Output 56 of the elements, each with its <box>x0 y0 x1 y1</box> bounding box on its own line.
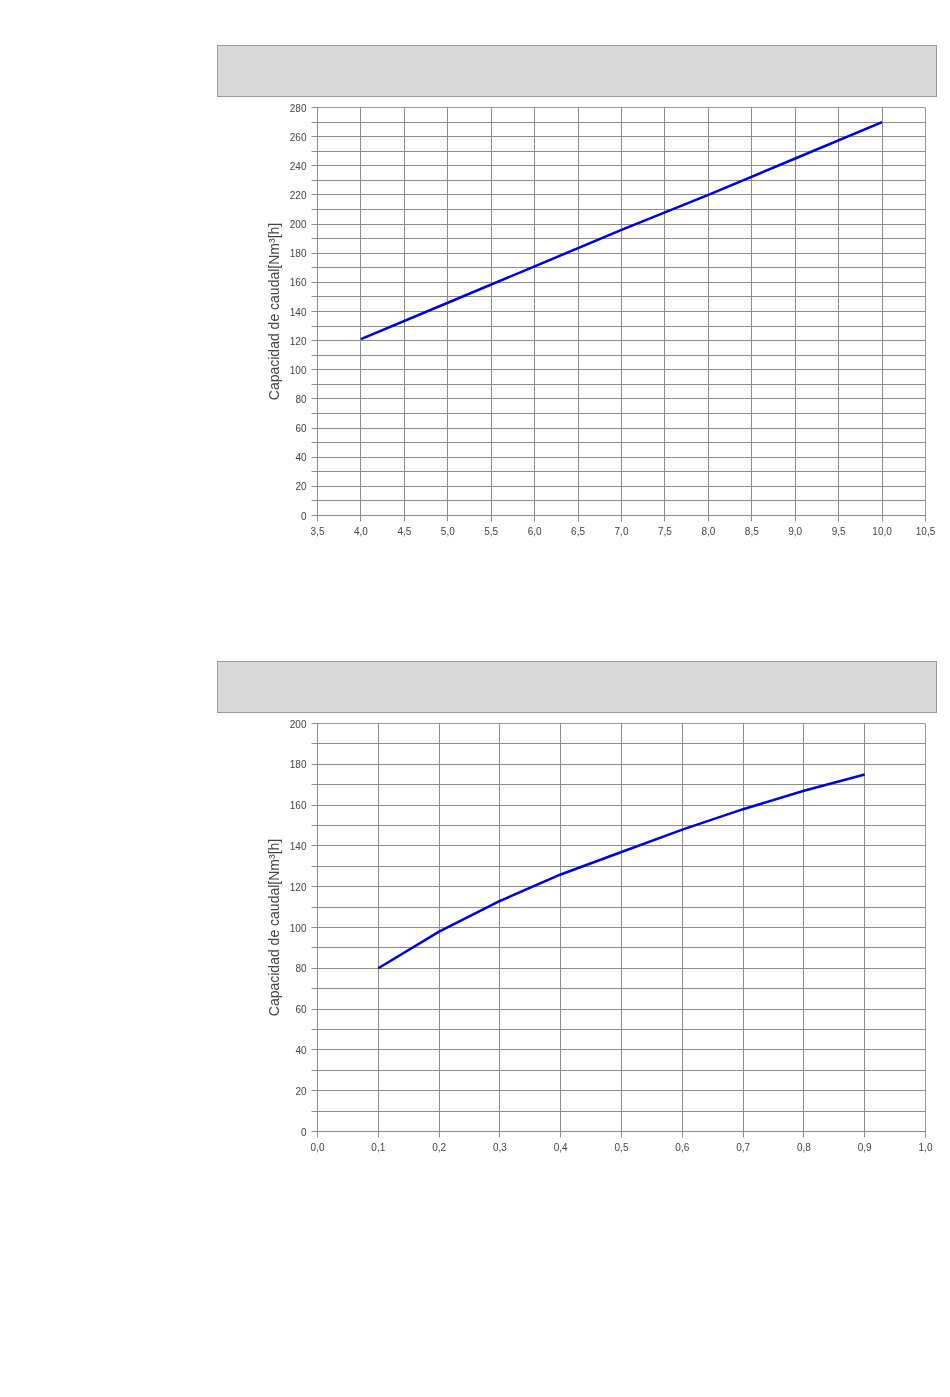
y-tick-label: 160 <box>289 277 307 289</box>
x-tick-label: 0,8 <box>796 1141 812 1153</box>
y-tick-label: 140 <box>289 306 307 318</box>
x-tick-label: 0,2 <box>432 1141 447 1153</box>
y-tick-label: 120 <box>289 335 307 347</box>
x-tick-label: 0,6 <box>675 1141 690 1153</box>
x-tick-label: 0,5 <box>614 1141 629 1153</box>
x-tick-label: 10,0 <box>872 525 893 537</box>
y-tick-label: 120 <box>289 881 307 893</box>
y-tick-label: 160 <box>289 800 307 812</box>
y-axis-title: Capacidad de caudal[Nm³[h] <box>265 222 282 401</box>
x-tick-label: 0,7 <box>736 1141 751 1153</box>
x-tick-label: 1,0 <box>918 1141 933 1153</box>
y-tick-label: 0 <box>300 1126 307 1138</box>
y-axis-title: Capacidad de caudal[Nm³[h] <box>265 838 282 1017</box>
x-tick-label: 5,5 <box>484 525 499 537</box>
x-tick-label: 0,4 <box>553 1141 569 1153</box>
y-tick-label: 100 <box>289 922 307 934</box>
y-tick-label: 220 <box>289 189 307 201</box>
x-tick-label: 7,0 <box>614 525 629 537</box>
line-series <box>359 120 884 341</box>
x-tick-label: 0,0 <box>310 1141 325 1153</box>
y-tick-label: 40 <box>295 1044 307 1056</box>
line-series <box>377 773 866 970</box>
x-tick-label: 0,9 <box>857 1141 873 1153</box>
y-tick-label: 80 <box>295 393 307 405</box>
x-tick-label: 6,0 <box>527 525 543 537</box>
x-tick-label: 4,0 <box>353 525 369 537</box>
y-tick-label: 40 <box>295 452 307 464</box>
y-tick-label: 60 <box>295 1004 307 1016</box>
x-tick-label: 0,1 <box>371 1141 386 1153</box>
x-tick-label: 6,5 <box>571 525 586 537</box>
x-tick-label: 9,0 <box>788 525 803 537</box>
y-tick-label: 140 <box>289 840 307 852</box>
y-tick-label: 20 <box>295 481 307 493</box>
y-tick-label: 60 <box>295 423 307 435</box>
x-tick-label: 7,5 <box>657 525 673 537</box>
y-tick-label: 280 <box>289 102 307 114</box>
x-tick-label: 8,5 <box>744 525 760 537</box>
x-tick-label: 0,3 <box>492 1141 508 1153</box>
y-tick-label: 80 <box>295 963 307 975</box>
y-tick-label: 200 <box>289 718 307 730</box>
y-tick-label: 20 <box>295 1085 307 1097</box>
y-tick-label: 260 <box>289 131 307 143</box>
y-tick-label: 0 <box>300 510 307 522</box>
y-tick-label: 240 <box>289 160 307 172</box>
x-tick-label: 9,5 <box>831 525 847 537</box>
x-tick-label: 3,5 <box>310 525 325 537</box>
y-tick-label: 180 <box>289 248 307 260</box>
x-tick-label: 8,0 <box>701 525 716 537</box>
x-tick-label: 4,5 <box>397 525 412 537</box>
x-tick-label: 5,0 <box>440 525 456 537</box>
y-tick-label: 100 <box>289 364 307 376</box>
y-tick-label: 200 <box>289 219 307 231</box>
y-tick-label: 180 <box>289 759 307 771</box>
x-tick-label: 10,5 <box>915 525 936 537</box>
